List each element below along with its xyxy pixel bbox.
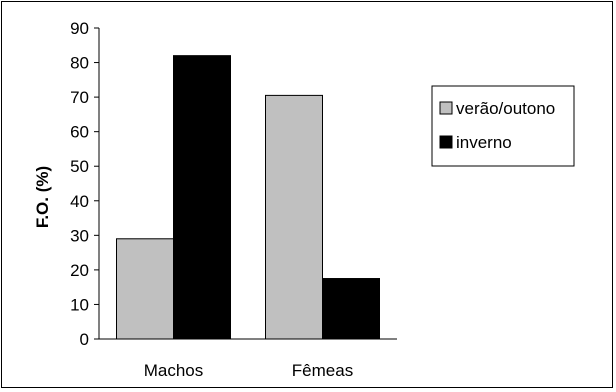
bar-chart: 0 10 20 30 40 50 60 70 80 90 Machos Fêmeas F.O. (%… bbox=[33, 19, 575, 380]
bar-fêmeas-series-1 bbox=[265, 94, 323, 340]
x-tick-label: Fêmeas bbox=[292, 361, 353, 380]
legend-label: verão/outono bbox=[456, 99, 555, 118]
bar-machos-series-1 bbox=[116, 238, 174, 340]
legend-swatch bbox=[439, 101, 453, 115]
bar-fêmeas-series-2 bbox=[322, 278, 380, 340]
y-ticks: 0 10 20 30 40 50 60 70 80 90 bbox=[70, 19, 99, 349]
y-tick-label: 0 bbox=[80, 330, 89, 349]
legend-label: inverno bbox=[456, 133, 512, 152]
y-tick-label: 30 bbox=[70, 226, 89, 245]
y-tick-label: 20 bbox=[70, 261, 89, 280]
y-axis-label: F.O. (%) bbox=[33, 166, 52, 228]
y-tick-label: 50 bbox=[70, 157, 89, 176]
y-tick-label: 70 bbox=[70, 88, 89, 107]
y-tick-label: 90 bbox=[70, 19, 89, 38]
y-tick-label: 10 bbox=[70, 295, 89, 314]
bar-machos-series-2 bbox=[173, 55, 231, 340]
legend-box bbox=[431, 85, 575, 167]
x-tick-label: Machos bbox=[144, 361, 204, 380]
legend: verão/outono inverno bbox=[431, 85, 575, 167]
x-ticks: Machos Fêmeas bbox=[144, 361, 353, 380]
legend-swatch bbox=[439, 135, 453, 149]
bars bbox=[116, 55, 380, 340]
y-tick-label: 60 bbox=[70, 123, 89, 142]
y-tick-label: 40 bbox=[70, 192, 89, 211]
y-tick-label: 80 bbox=[70, 54, 89, 73]
